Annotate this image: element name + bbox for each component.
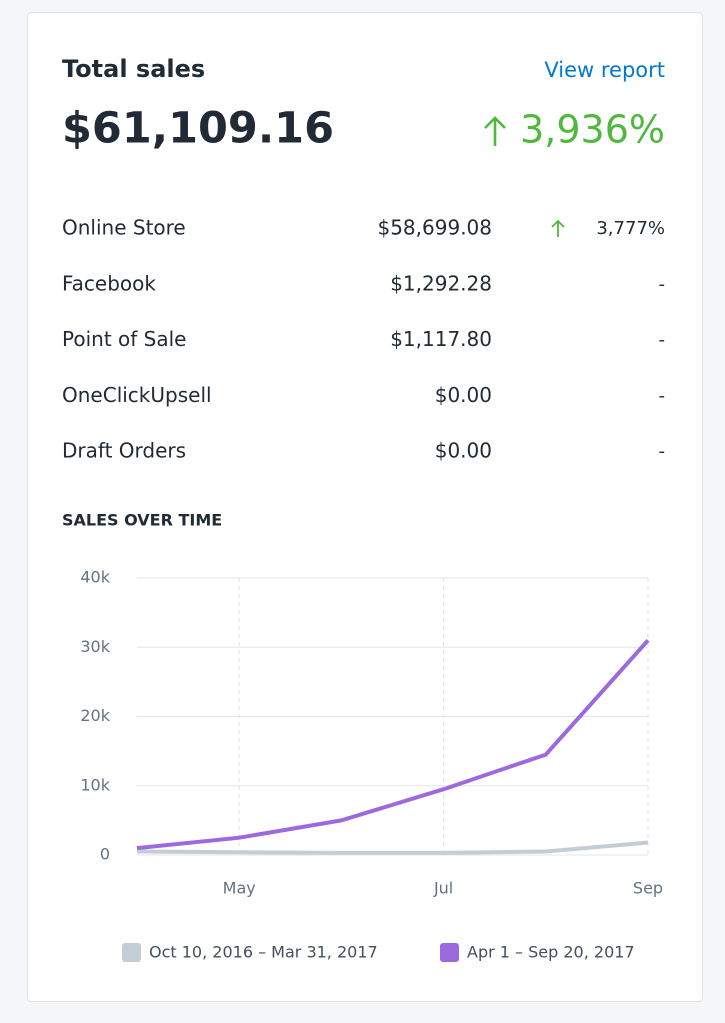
- y-tick-label: 10k: [80, 775, 110, 794]
- x-tick-label: Jul: [433, 879, 453, 898]
- arrow-shape: [551, 219, 565, 237]
- channel-change: -: [659, 274, 666, 295]
- y-tick-label: 20k: [80, 706, 110, 725]
- y-tick-label: 40k: [80, 568, 110, 587]
- y-tick-label: 30k: [80, 637, 110, 656]
- channel-name: OneClickUpsell: [62, 383, 212, 407]
- channel-change: -: [659, 385, 666, 406]
- legend-item: Oct 10, 2016 – Mar 31, 2017: [122, 943, 378, 962]
- x-tick-label: Sep: [633, 879, 663, 898]
- card-title: Total sales: [62, 55, 205, 83]
- legend-item: Apr 1 – Sep 20, 2017: [440, 943, 635, 962]
- chart-title: SALES OVER TIME: [62, 511, 222, 530]
- total-change: 3,936%: [520, 108, 665, 152]
- up-arrow-icon: [484, 116, 506, 146]
- channel-amount: $1,117.80: [390, 327, 492, 351]
- series-line: [136, 638, 650, 851]
- total-amount: $61,109.16: [62, 104, 334, 154]
- chart: 0 10k 20k 30k 40k May Jul Sep Oct 10, 2016 – Mar…: [80, 568, 663, 962]
- view-report-link[interactable]: View report: [544, 58, 665, 82]
- channel-name: Online Store: [62, 216, 186, 240]
- legend-swatch: [440, 943, 459, 962]
- channel-amount: $58,699.08: [377, 216, 492, 240]
- card-background: [27, 12, 703, 1002]
- legend-swatch: [122, 943, 141, 962]
- series-line: [136, 840, 649, 855]
- legend-label: Oct 10, 2016 – Mar 31, 2017: [149, 943, 378, 962]
- channel-amount: $0.00: [435, 439, 492, 463]
- y-tick-label: 0: [100, 845, 110, 864]
- up-arrow-icon: [551, 219, 565, 237]
- channel-name: Draft Orders: [62, 439, 186, 463]
- channel-change: -: [659, 330, 666, 351]
- channel-change: -: [659, 441, 666, 462]
- channel-name: Facebook: [62, 271, 156, 295]
- legend-label: Apr 1 – Sep 20, 2017: [467, 943, 635, 962]
- channel-name: Point of Sale: [62, 327, 186, 351]
- channel-amount: $1,292.28: [390, 271, 492, 295]
- channel-amount: $0.00: [435, 383, 492, 407]
- x-tick-label: May: [223, 879, 256, 898]
- channel-table: Online Store $58,699.08 3,777% Facebook $1,2…: [62, 216, 665, 463]
- channel-change: 3,777%: [596, 218, 665, 239]
